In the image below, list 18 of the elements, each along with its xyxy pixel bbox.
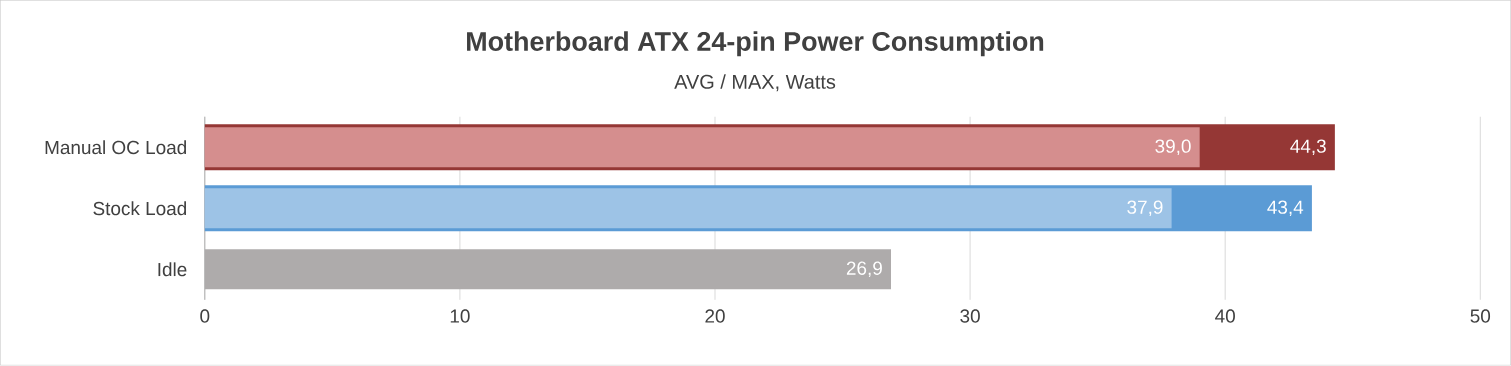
data-label: 39,0 bbox=[1155, 139, 1191, 156]
bar bbox=[204, 188, 1172, 229]
x-tick-label: 0 bbox=[200, 309, 210, 323]
y-tick-label: Manual OC Load bbox=[45, 140, 186, 155]
y-tick-label: Stock Load bbox=[93, 201, 187, 216]
bar bbox=[204, 127, 1200, 168]
y-tick-label: Idle bbox=[158, 262, 187, 277]
data-label: 43,4 bbox=[1267, 200, 1304, 217]
chart-subtitle: AVG / MAX, Watts bbox=[674, 74, 836, 92]
x-tick-label: 40 bbox=[1215, 309, 1235, 323]
data-label: 44,3 bbox=[1290, 139, 1326, 156]
data-label: 37,9 bbox=[1127, 200, 1163, 217]
x-tick-label: 30 bbox=[960, 309, 980, 323]
data-label: 26,9 bbox=[846, 261, 882, 278]
x-tick-label: 50 bbox=[1470, 309, 1491, 323]
chart-title: Motherboard ATX 24-pin Power Consumption bbox=[467, 31, 1044, 57]
x-tick-label: 10 bbox=[450, 309, 470, 323]
x-tick-label: 20 bbox=[705, 309, 725, 323]
